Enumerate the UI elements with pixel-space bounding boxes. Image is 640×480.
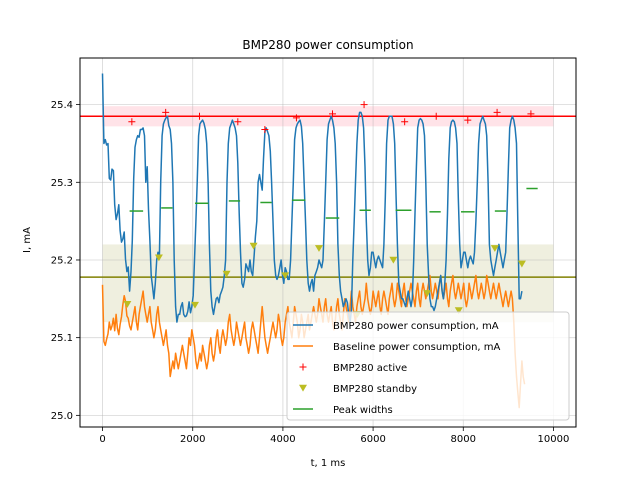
active-point xyxy=(128,118,136,126)
x-tick-label: 0 xyxy=(99,434,105,445)
active-point xyxy=(261,125,269,133)
active-point xyxy=(401,118,409,126)
active-point xyxy=(432,112,440,120)
x-tick-label: 10000 xyxy=(538,434,570,445)
active-point xyxy=(162,108,170,116)
standby-band xyxy=(102,244,554,323)
standby-point xyxy=(454,307,463,315)
legend-label: BMP280 power consumption, mA xyxy=(333,321,499,332)
standby-point xyxy=(190,301,199,309)
standby-point xyxy=(281,272,290,280)
active-point xyxy=(292,114,300,122)
active-point xyxy=(360,101,368,109)
levels-layer xyxy=(80,115,576,278)
standby-point xyxy=(517,260,526,268)
standby-point xyxy=(222,270,231,278)
standby-point xyxy=(249,242,258,250)
standby-point xyxy=(154,254,163,262)
baseline-series-line xyxy=(101,274,526,409)
x-tick-label: 6000 xyxy=(360,434,385,445)
y-tick-label: 25.3 xyxy=(51,178,73,189)
x-tick-label: 2000 xyxy=(180,434,205,445)
active-point xyxy=(329,110,337,118)
standby-point xyxy=(389,256,398,264)
standby-point xyxy=(490,245,499,252)
active-point xyxy=(464,116,472,124)
legend-swatch xyxy=(299,363,307,371)
x-tick-label: 8000 xyxy=(451,434,476,445)
legend: BMP280 power consumption, mA Baseline pow… xyxy=(286,311,570,421)
legend-label: Peak widths xyxy=(333,405,393,416)
standby-point xyxy=(123,301,132,308)
active-point xyxy=(234,118,242,126)
legend-label: BMP280 standby xyxy=(333,384,417,395)
chart-title: BMP280 power consumption xyxy=(242,38,413,52)
y-axis-label: I, mA xyxy=(22,227,33,253)
y-axis: 25.0 25.1 25.2 25.3 25.4 xyxy=(51,100,80,422)
y-tick-label: 25.2 xyxy=(51,255,73,266)
active-point xyxy=(527,110,535,118)
y-tick-label: 25.4 xyxy=(51,100,73,111)
x-axis: 0 2000 4000 6000 8000 10000 xyxy=(99,427,569,445)
active-point xyxy=(493,108,501,116)
x-axis-label: t, 1 ms xyxy=(311,458,346,469)
legend-label: BMP280 active xyxy=(333,363,407,374)
y-tick-label: 25.0 xyxy=(51,411,73,422)
standby-point xyxy=(423,290,432,297)
markers-layer xyxy=(123,101,538,318)
standby-point xyxy=(314,245,323,252)
y-tick-label: 25.1 xyxy=(51,333,73,344)
x-tick-label: 4000 xyxy=(270,434,295,445)
power-series-line xyxy=(101,73,523,323)
active-point xyxy=(195,112,203,120)
series-layer xyxy=(101,73,526,409)
legend-swatch xyxy=(299,384,307,392)
plot-frame xyxy=(79,57,577,428)
legend-box xyxy=(286,311,570,421)
legend-label: Baseline power consumption, mA xyxy=(333,342,501,353)
